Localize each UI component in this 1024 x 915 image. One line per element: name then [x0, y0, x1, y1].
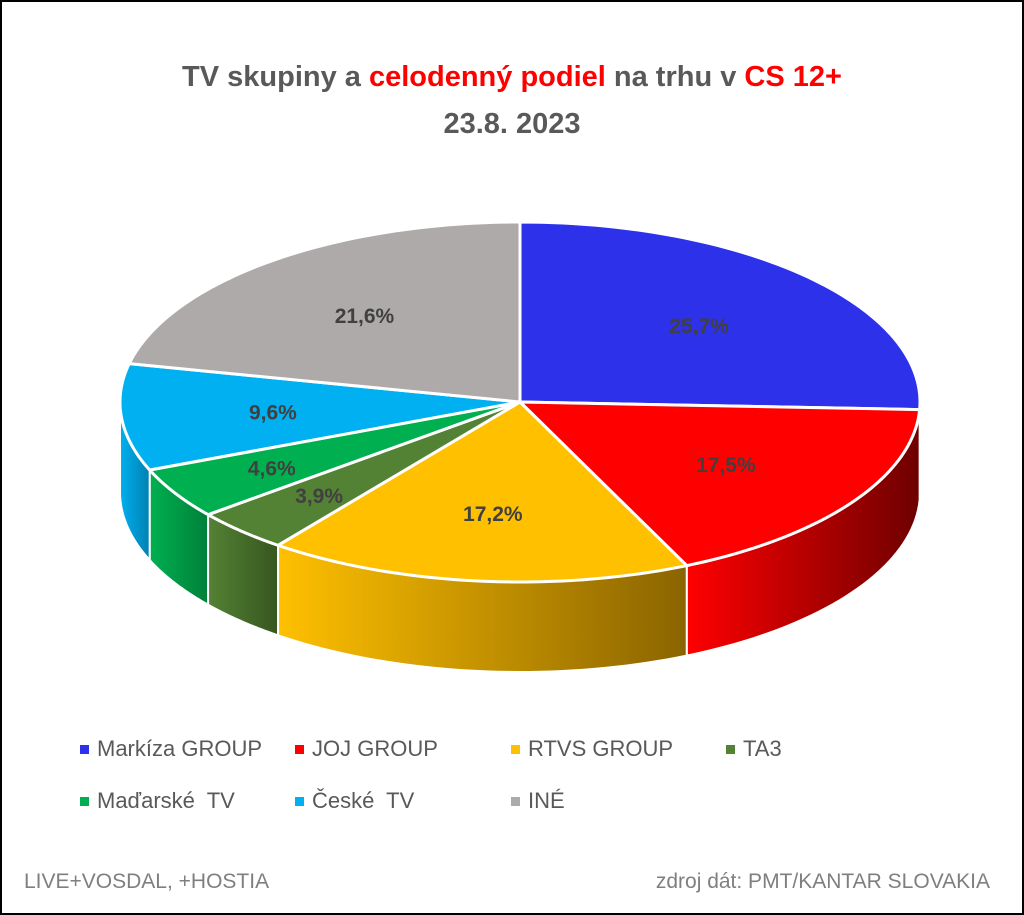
legend-item: JOJ GROUP: [295, 736, 438, 762]
pie-slice: [118, 362, 522, 472]
legend-label: JOJ GROUP: [312, 736, 438, 761]
data-label: 3,9%: [295, 485, 343, 508]
legend-swatch: [295, 744, 304, 754]
footer-note: LIVE+VOSDAL, +HOSTIA: [24, 870, 270, 893]
data-label: 21,6%: [335, 305, 395, 328]
pie-slice: [148, 400, 522, 517]
legend-item: RTVS GROUP: [511, 736, 673, 762]
legend-swatch: [726, 744, 735, 754]
legend-item: INÉ: [511, 788, 565, 814]
data-label: 17,5%: [696, 454, 756, 477]
legend-item: Maďarské TV: [80, 788, 235, 814]
pie-slice: [518, 400, 922, 568]
title-text: TV skupiny a: [182, 61, 369, 93]
title-text: na trhu v: [605, 61, 745, 93]
data-label: 25,7%: [669, 315, 729, 338]
data-label: 9,6%: [249, 402, 297, 425]
legend-swatch: [80, 744, 89, 754]
legend-label: České TV: [312, 788, 415, 813]
chart-title: TV skupiny a celodenný podiel na trhu v …: [2, 54, 1022, 148]
legend-swatch: [511, 744, 520, 754]
legend-swatch: [511, 796, 520, 806]
pie-slice: [206, 400, 522, 547]
title-highlight: CS 12+: [744, 61, 842, 93]
legend-label: Markíza GROUP: [97, 736, 263, 761]
legend-swatch: [295, 796, 304, 806]
title-date: 23.8. 2023: [443, 108, 581, 140]
legend-label: INÉ: [528, 788, 565, 813]
data-label: 17,2%: [463, 503, 523, 526]
legend-swatch: [80, 796, 89, 806]
title-highlight: celodenný podiel: [368, 61, 606, 93]
legend-item: TA3: [726, 736, 782, 762]
legend-label: TA3: [743, 736, 782, 761]
pie-chart: 25,7% 17,5% 17,2% 3,9% 4,6% 9,6% 21,6%: [118, 220, 922, 673]
legend-item: Markíza GROUP: [80, 736, 262, 762]
legend-label: Maďarské TV: [97, 788, 235, 813]
legend-item: České TV: [295, 788, 414, 814]
pie-slice: [127, 220, 522, 404]
pie-slice: [276, 400, 689, 584]
data-label: 4,6%: [248, 458, 296, 481]
pie-slice: [518, 220, 922, 412]
legend-label: RTVS GROUP: [528, 736, 674, 761]
footer-source: zdroj dát: PMT/KANTAR SLOVAKIA: [655, 870, 990, 893]
